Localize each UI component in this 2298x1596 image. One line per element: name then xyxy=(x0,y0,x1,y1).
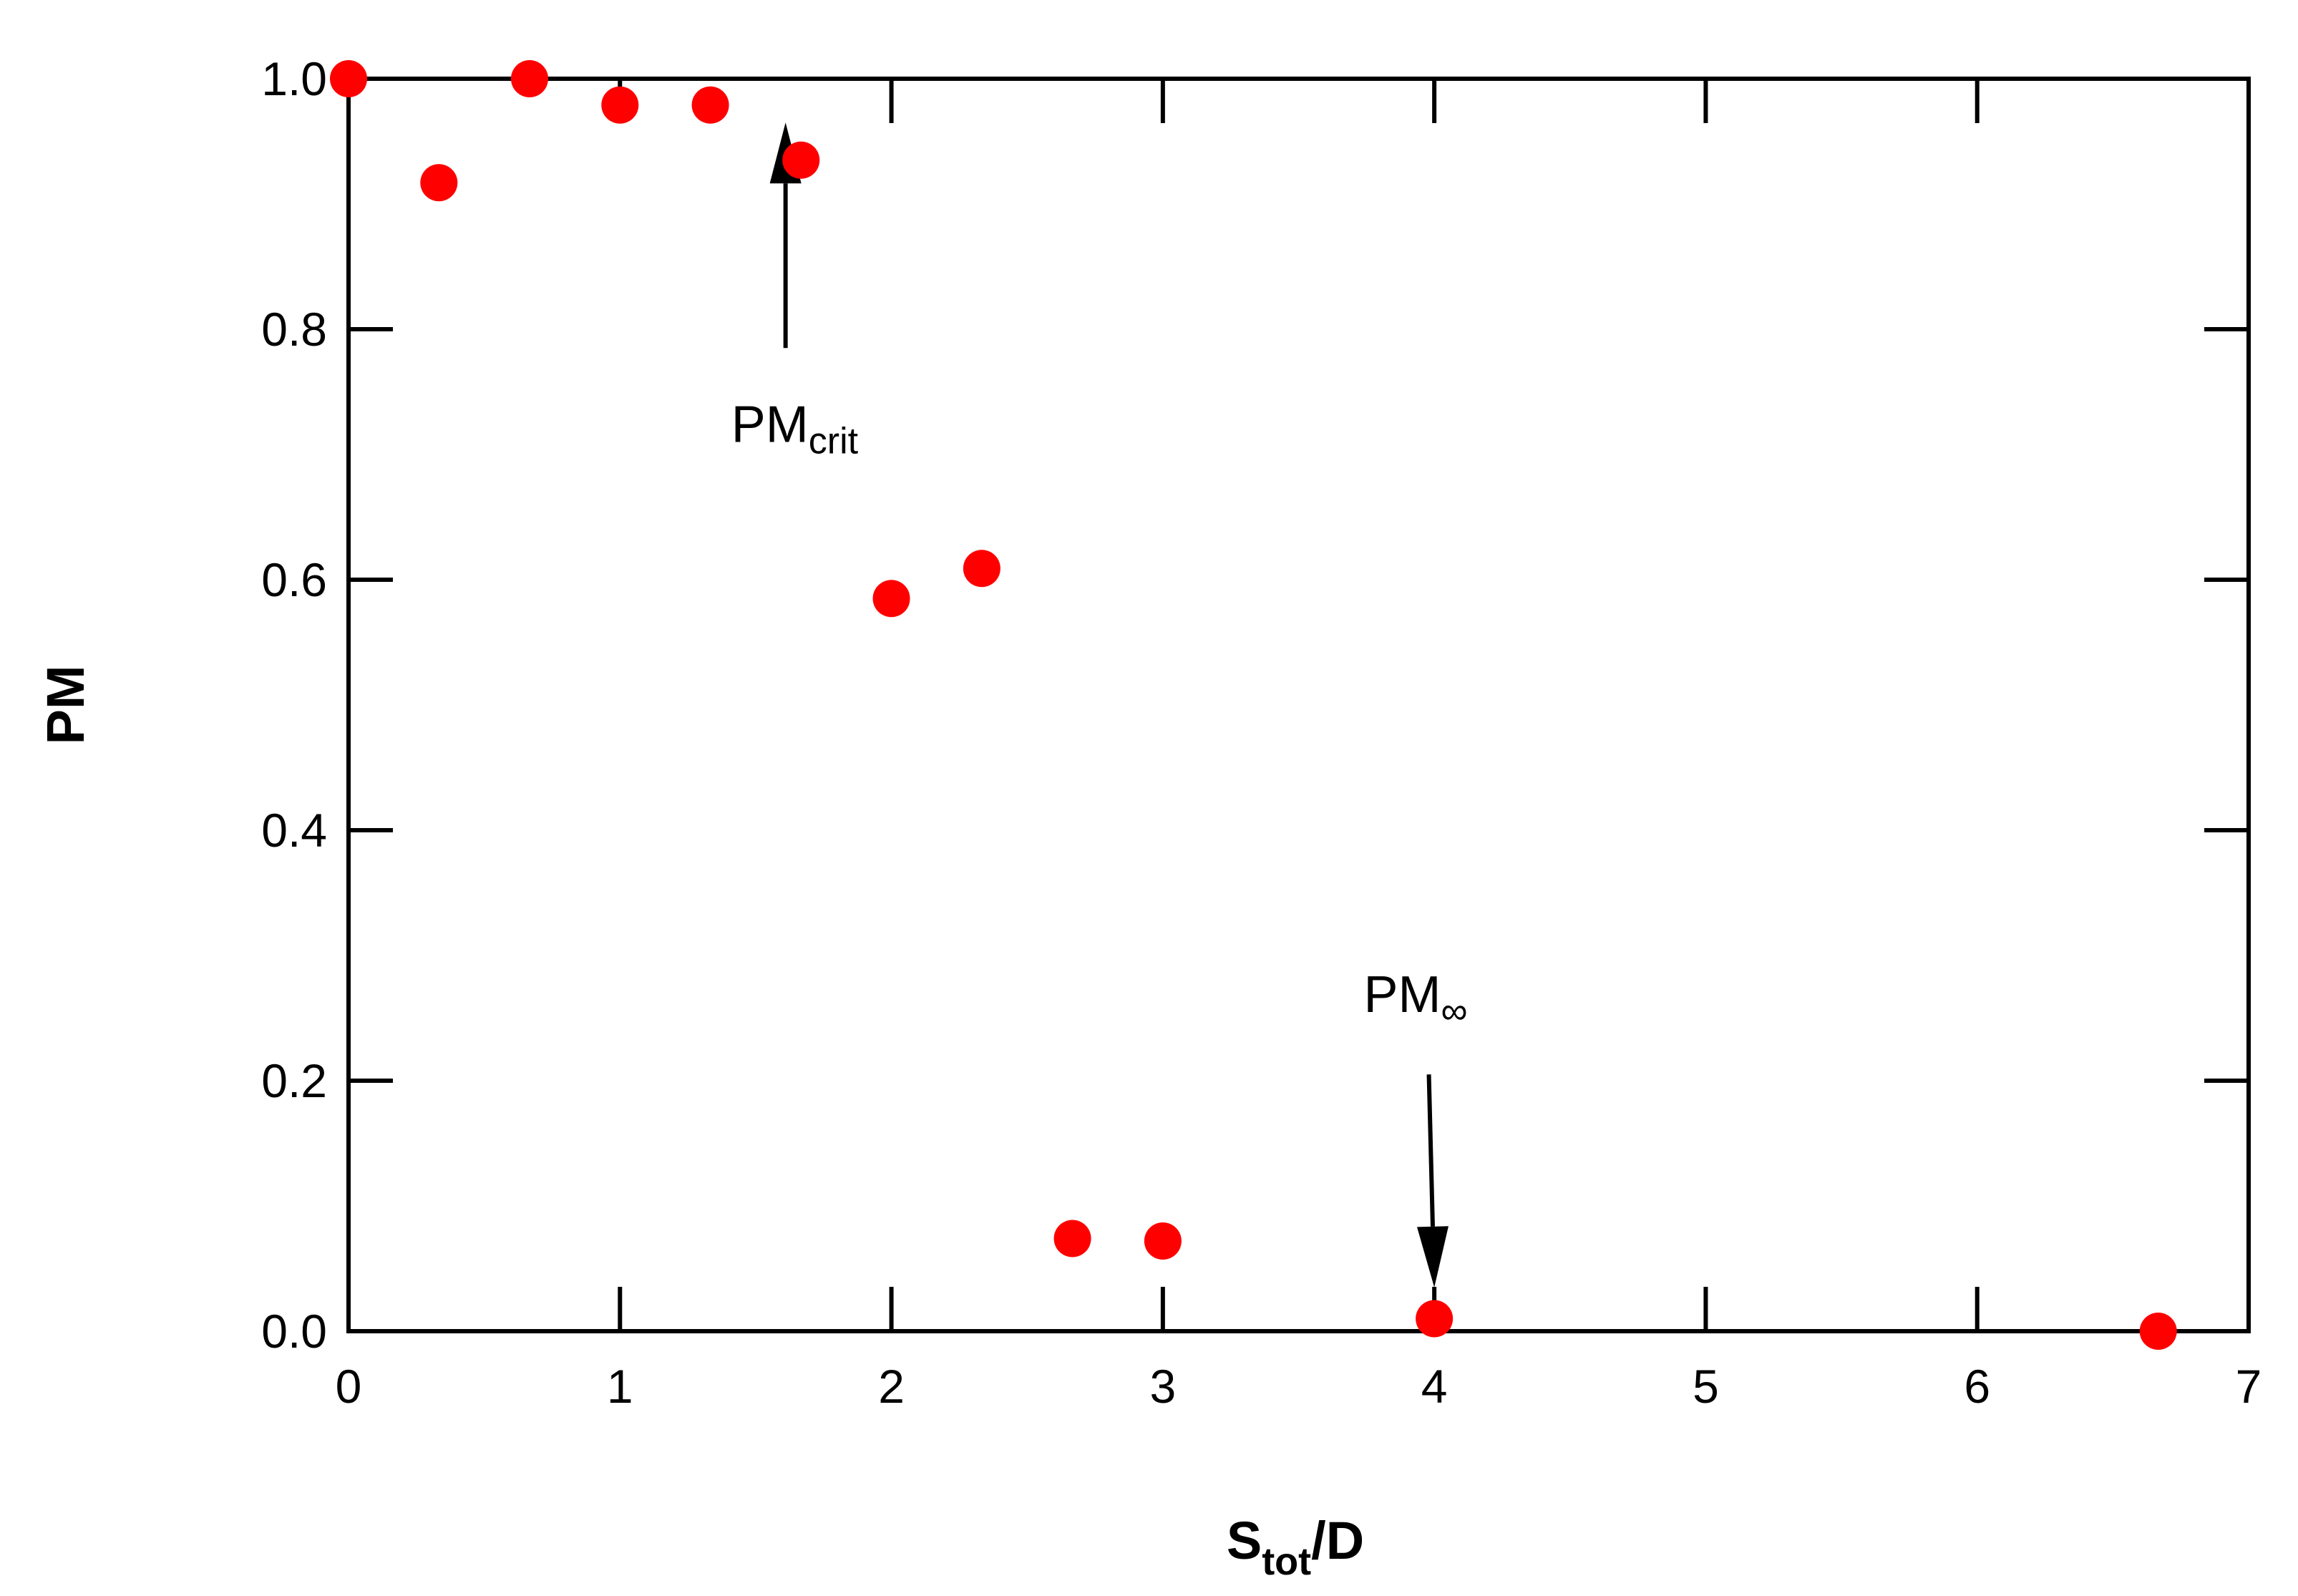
data-point xyxy=(691,86,729,124)
x-tick-label: 0 xyxy=(336,1360,362,1413)
annotation-label-main: PM xyxy=(731,396,809,454)
x-axis-title-suffix: /D xyxy=(1311,1511,1364,1570)
y-tick-label: 0.2 xyxy=(261,1054,327,1107)
annotation-label-subscript: ∞ xyxy=(1441,991,1468,1032)
y-axis-ticks xyxy=(349,77,2249,1333)
annotation-arrowhead xyxy=(1416,1226,1449,1288)
y-tick-label: 0.8 xyxy=(261,303,327,356)
data-point xyxy=(963,550,1000,588)
x-tick-label: 4 xyxy=(1421,1360,1448,1413)
data-point xyxy=(1416,1300,1454,1338)
x-tick-label: 3 xyxy=(1149,1360,1176,1413)
annotation-label: PMcrit xyxy=(731,396,859,462)
x-tick-label: 6 xyxy=(1964,1360,1990,1413)
x-axis-ticks xyxy=(346,79,2251,1331)
x-axis-title-subscript: tot xyxy=(1262,1540,1311,1583)
data-point xyxy=(510,60,548,97)
x-axis-title-main: S xyxy=(1227,1511,1262,1570)
data-point xyxy=(1144,1222,1182,1260)
y-axis-tick-labels: 0.0 0.2 0.4 0.6 0.8 1.0 xyxy=(261,52,327,1358)
y-tick-label: 0.4 xyxy=(261,804,327,857)
x-tick-label: 1 xyxy=(607,1360,633,1413)
x-tick-label: 7 xyxy=(2236,1360,2262,1413)
data-point xyxy=(420,164,458,202)
y-tick-label: 0.0 xyxy=(261,1305,327,1358)
x-tick-label: 5 xyxy=(1693,1360,1719,1413)
plot-frame xyxy=(346,77,2251,1333)
y-tick-label: 1.0 xyxy=(261,52,327,105)
data-point xyxy=(2139,1313,2177,1350)
x-tick-label: 2 xyxy=(878,1360,905,1413)
annotation-label-subscript: crit xyxy=(809,421,859,462)
data-point xyxy=(1053,1220,1091,1257)
data-points xyxy=(330,60,2177,1350)
annotation-label: PM∞ xyxy=(1364,966,1468,1032)
y-tick-label: 0.6 xyxy=(261,553,327,606)
data-point xyxy=(872,580,910,618)
x-axis-tick-labels: 0 1 2 3 4 5 6 7 xyxy=(336,1360,2262,1413)
data-point xyxy=(782,141,820,179)
annotation-arrow-shaft xyxy=(1426,1074,1435,1227)
annotation-label-main: PM xyxy=(1364,966,1441,1023)
data-point xyxy=(601,86,639,124)
data-point xyxy=(330,60,367,97)
y-axis-title: PM xyxy=(36,666,95,745)
x-axis-title: Stot/D xyxy=(1227,1511,1364,1583)
